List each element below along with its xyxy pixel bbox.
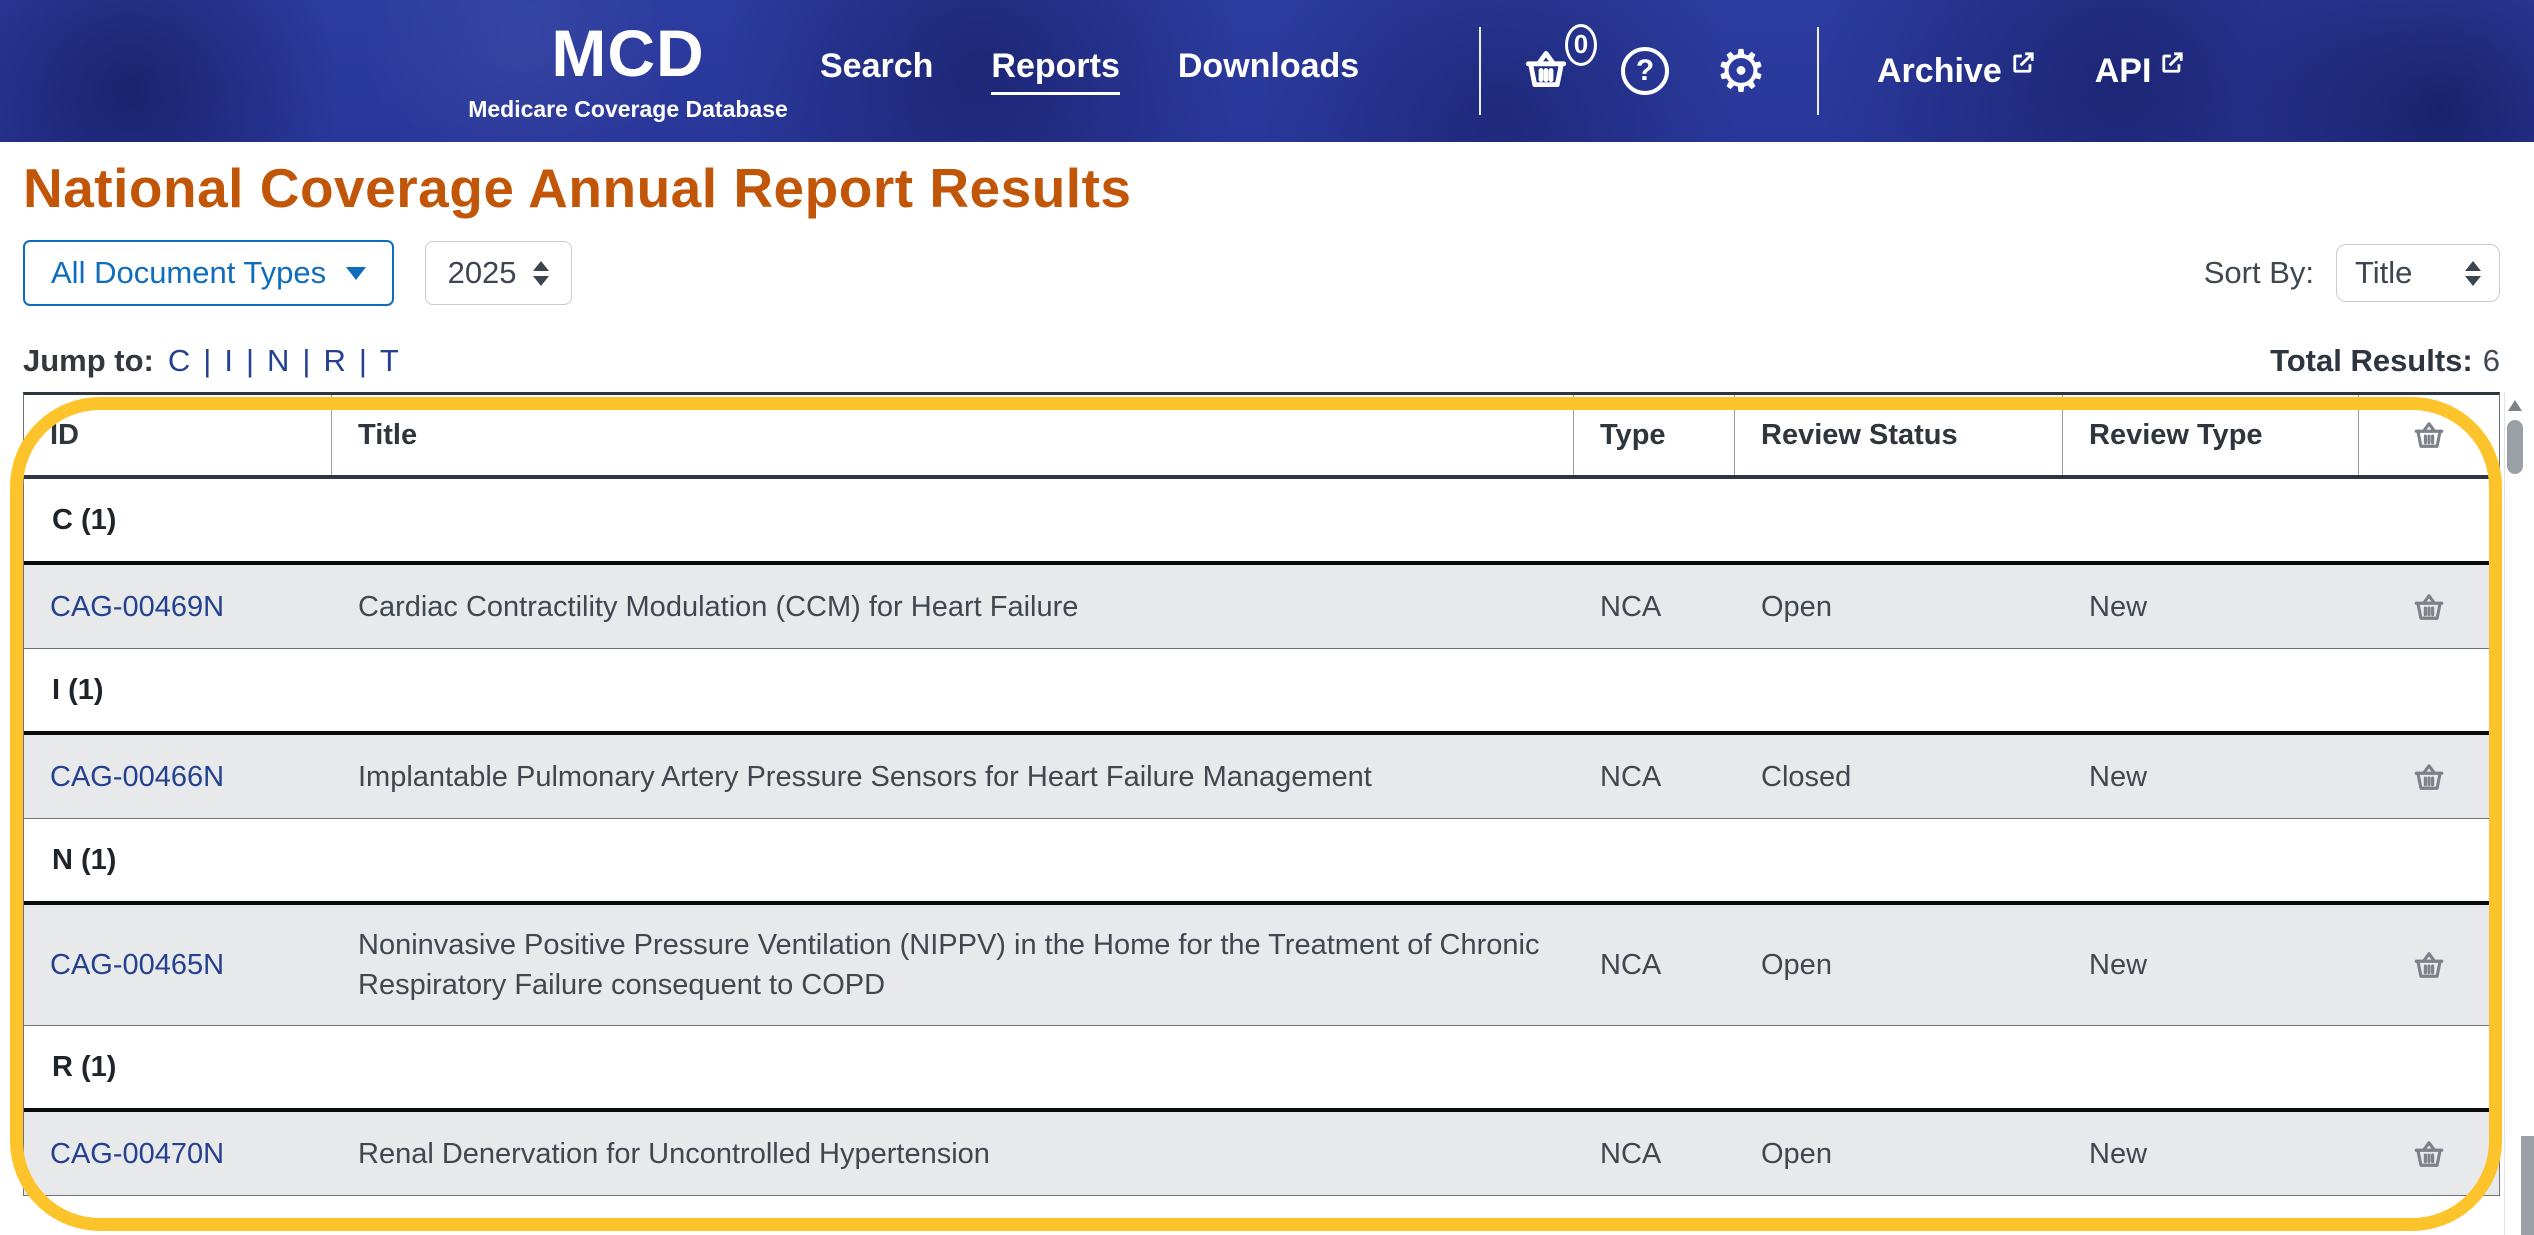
api-link-label: API	[2094, 51, 2152, 90]
basket-count-badge: 0	[1565, 23, 1597, 66]
document-type: NCA	[1600, 949, 1662, 981]
group-row-c: C (1)	[24, 479, 2499, 561]
nav-reports[interactable]: Reports	[991, 47, 1120, 95]
document-id-link[interactable]: CAG-00465N	[50, 949, 225, 981]
jump-letter-t[interactable]: T	[379, 343, 399, 378]
scrollbar-thumb[interactable]	[2507, 420, 2523, 474]
table-row: CAG-00466N Implantable Pulmonary Artery …	[24, 731, 2499, 819]
document-type: NCA	[1600, 590, 1662, 623]
group-row-n: N (1)	[24, 819, 2499, 901]
archive-link[interactable]: Archive	[1877, 52, 2037, 91]
header-divider	[1817, 27, 1819, 115]
page-title: National Coverage Annual Report Results	[23, 157, 1132, 219]
col-header-basket	[2359, 395, 2499, 475]
review-status: Open	[1761, 949, 1832, 981]
add-to-basket-icon[interactable]	[2411, 759, 2447, 795]
document-type: NCA	[1600, 760, 1662, 793]
col-header-review-status: Review Status	[1735, 395, 2063, 475]
archive-link-label: Archive	[1877, 51, 2002, 90]
table-row: CAG-00470N Renal Denervation for Uncontr…	[24, 1108, 2499, 1196]
total-results-value: 6	[2482, 343, 2500, 378]
basket-button[interactable]: 0	[1521, 23, 1597, 99]
group-row-i: I (1)	[24, 649, 2499, 731]
col-header-id: ID	[24, 395, 332, 475]
sort-by-value: Title	[2355, 255, 2413, 290]
sort-by-select[interactable]: Title	[2336, 244, 2500, 302]
review-type: New	[2089, 949, 2148, 981]
select-arrows-icon	[532, 260, 549, 286]
header-divider	[1479, 27, 1481, 115]
review-type: New	[2089, 1137, 2148, 1170]
jump-letter-r[interactable]: R	[323, 343, 346, 378]
window-scrollbar-thumb[interactable]	[2521, 1136, 2534, 1235]
toolbar: All Document Types 2025 Sort By: Title	[23, 240, 2500, 310]
external-link-icon	[2010, 46, 2037, 85]
scrollbar-up-arrow[interactable]	[2508, 400, 2522, 411]
total-results: Total Results: 6	[2270, 338, 2500, 384]
year-value: 2025	[447, 255, 517, 290]
add-to-basket-icon[interactable]	[2411, 589, 2447, 625]
sort-by-group: Sort By: Title	[2204, 244, 2500, 302]
document-type-dropdown[interactable]: All Document Types	[23, 240, 395, 306]
year-select[interactable]: 2025	[424, 241, 572, 305]
logo-subtitle: Medicare Coverage Database	[468, 95, 788, 122]
review-status: Open	[1761, 1137, 1832, 1170]
add-to-basket-icon[interactable]	[2411, 1136, 2447, 1172]
review-type: New	[2089, 760, 2148, 793]
jump-separator: |	[245, 343, 255, 378]
sort-by-label: Sort By:	[2203, 255, 2314, 290]
external-link-icon	[2159, 46, 2186, 85]
table-header-row: ID Title Type Review Status Review Type	[24, 395, 2499, 479]
gear-icon[interactable]: ⚙	[1715, 37, 1767, 105]
table-row: CAG-00465N Noninvasive Positive Pressure…	[24, 901, 2499, 1026]
basket-icon	[1521, 50, 1571, 98]
jump-separator: |	[358, 343, 367, 378]
total-results-label: Total Results:	[2270, 343, 2473, 378]
nav-search[interactable]: Search	[820, 47, 934, 85]
document-title: Noninvasive Positive Pressure Ventilatio…	[358, 929, 1540, 1001]
main-nav: Search Reports Downloads	[820, 0, 1359, 142]
jump-letter-i[interactable]: I	[224, 343, 233, 378]
jump-separator: |	[302, 343, 311, 378]
site-header: MCD Medicare Coverage Database Search Re…	[0, 0, 2534, 142]
nav-downloads[interactable]: Downloads	[1177, 47, 1360, 85]
document-id-link[interactable]: CAG-00466N	[50, 760, 225, 793]
help-icon[interactable]: ?	[1621, 47, 1669, 95]
jump-letter-n[interactable]: N	[267, 343, 290, 378]
review-status: Closed	[1761, 760, 1852, 793]
logo-title: MCD	[551, 15, 705, 90]
jump-letter-c[interactable]: C	[167, 343, 191, 378]
table-row: CAG-00469N Cardiac Contractility Modulat…	[24, 561, 2499, 649]
scrollbar-track[interactable]	[2504, 392, 2526, 1235]
results-table: ID Title Type Review Status Review Type …	[23, 392, 2500, 1196]
document-type-label: All Document Types	[51, 255, 327, 290]
review-type: New	[2089, 590, 2148, 623]
jump-links: C | I | N | R | T	[168, 343, 399, 379]
document-title: Renal Denervation for Uncontrolled Hyper…	[358, 1137, 990, 1170]
document-id-link[interactable]: CAG-00470N	[50, 1137, 225, 1170]
basket-icon	[2411, 417, 2447, 453]
jump-row: Jump to: C | I | N | R | T Total Results…	[23, 338, 2500, 384]
caret-down-icon	[346, 266, 367, 280]
col-header-review-type: Review Type	[2063, 395, 2359, 475]
col-header-title: Title	[332, 395, 1574, 475]
jump-to-label: Jump to:	[23, 343, 154, 378]
group-row-r: R (1)	[24, 1026, 2499, 1108]
col-header-type: Type	[1574, 395, 1735, 475]
document-title: Implantable Pulmonary Artery Pressure Se…	[358, 760, 1372, 793]
api-link[interactable]: API	[2095, 52, 2187, 91]
review-status: Open	[1761, 590, 1832, 623]
select-arrows-icon	[2465, 260, 2481, 286]
jump-separator: |	[203, 343, 212, 378]
document-type: NCA	[1600, 1137, 1662, 1170]
document-title: Cardiac Contractility Modulation (CCM) f…	[358, 590, 1079, 623]
site-logo[interactable]: MCD Medicare Coverage Database	[468, 0, 788, 142]
header-actions: 0 ? ⚙ Archive API	[1479, 0, 2186, 142]
document-id-link[interactable]: CAG-00469N	[50, 590, 225, 623]
add-to-basket-icon[interactable]	[2411, 947, 2447, 983]
